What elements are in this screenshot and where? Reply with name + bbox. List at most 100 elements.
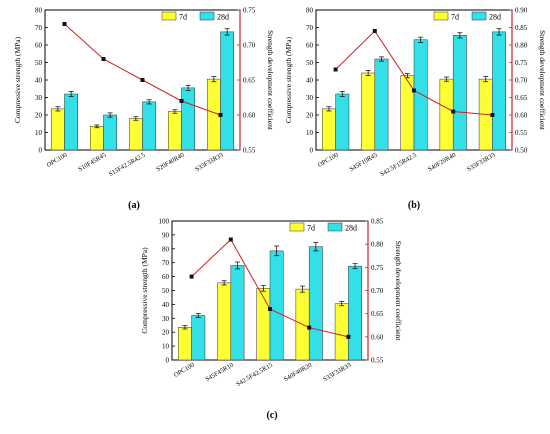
bar-7d-1	[322, 108, 336, 151]
coefficient-point-5	[490, 113, 495, 117]
x-tick-label: S15F42.5R42.5	[108, 152, 147, 178]
y2-tick-label: 0.70	[243, 42, 256, 50]
bar-28d-2	[374, 58, 389, 151]
bar-28d-3	[413, 39, 428, 151]
coefficient-point-5	[218, 113, 223, 117]
y-tick-label: 80	[162, 245, 170, 253]
coefficient-point-1	[189, 274, 194, 279]
x-tick-label: S42.5F42.5R15	[235, 362, 274, 388]
y-tick-label: 0	[310, 147, 314, 155]
y2-tick-label: 0.70	[515, 77, 528, 85]
x-tick-label: S42.5F15R42.5	[379, 152, 418, 178]
y2-tick-label: 0.80	[515, 42, 528, 50]
y-tick-label: 20	[35, 112, 43, 120]
y2-tick-label: 0.65	[515, 94, 528, 102]
bar-7d-1	[178, 327, 192, 361]
y2-tick-label: 0.85	[371, 218, 384, 226]
coefficient-point-1	[62, 22, 67, 26]
legend-swatch-7d	[433, 11, 449, 21]
legend-swatch-28d	[327, 222, 343, 232]
y2-tick-label: 0.85	[515, 24, 528, 32]
y-tick-label: 30	[306, 94, 314, 102]
coefficient-point-5	[346, 334, 351, 339]
x-tick-label: S45F10R45	[348, 152, 378, 174]
bar-28d-3	[269, 250, 284, 361]
y-tick-label: 50	[35, 59, 43, 67]
y-tick-label: 60	[35, 42, 43, 50]
y-tick-label: 50	[306, 59, 314, 67]
y-tick-label: 20	[306, 112, 314, 120]
x-tick-label: S20F40R40	[155, 152, 185, 174]
y-tick-label: 80	[306, 7, 314, 15]
bar-7d-4	[439, 78, 454, 151]
y-axis-title: Compressive strength (MPa)	[13, 36, 22, 123]
legend-swatch-7d	[161, 11, 177, 21]
y2-tick-label: 0.55	[243, 147, 256, 155]
y-tick-label: 0	[39, 147, 43, 155]
y2-tick-label: 0.70	[371, 287, 384, 295]
y2-tick-label: 0.60	[243, 112, 256, 120]
x-tick-label: S45F45R10	[204, 362, 234, 384]
x-tick-label: S33F33R33	[466, 152, 496, 174]
legend-label-7d: 7d	[307, 224, 315, 233]
bar-7d-3	[256, 288, 271, 361]
bar-28d-4	[308, 246, 323, 361]
x-tick-label: S40F40R20	[283, 362, 313, 384]
bar-7d-2	[89, 126, 104, 151]
y-axis-title: Compressive strength (MPa)	[284, 36, 293, 123]
legend-label-28d: 28d	[489, 13, 501, 22]
y2-tick-label: 0.75	[243, 7, 256, 15]
coefficient-line	[64, 23, 221, 116]
bar-28d-2	[230, 265, 245, 361]
coefficient-point-2	[372, 29, 377, 33]
y2-tick-label: 0.80	[371, 241, 384, 249]
y-tick-label: 100	[159, 218, 170, 226]
legend-label-28d: 28d	[345, 224, 357, 233]
y-tick-label: 70	[35, 24, 43, 32]
bar-28d-5	[492, 31, 506, 151]
coefficient-point-4	[307, 325, 312, 330]
bar-7d-2	[361, 72, 376, 151]
y2-tick-label: 0.65	[243, 77, 256, 85]
legend-label-7d: 7d	[451, 13, 459, 22]
coefficient-point-2	[228, 237, 233, 242]
chart-panel-2: 0 10 20 30 40 50 60 70 80 0.50 0.55 0.60 0.65 0.70 0.7…	[284, 7, 547, 212]
y-tick-label: 10	[35, 129, 43, 137]
y-tick-label: 70	[162, 259, 170, 267]
bar-28d-3	[142, 101, 157, 151]
y2-tick-label: 0.60	[371, 333, 384, 341]
bar-7d-1	[50, 108, 65, 151]
y-tick-label: 40	[306, 77, 314, 85]
legend-swatch-28d	[471, 11, 487, 21]
y-tick-label: 50	[162, 287, 170, 295]
y-tick-label: 20	[162, 329, 170, 337]
coefficient-point-3	[268, 307, 272, 312]
y-tick-label: 40	[162, 301, 170, 309]
y2-tick-label: 0.90	[515, 7, 528, 15]
coefficient-point-2	[101, 57, 106, 61]
y-tick-label: 60	[162, 273, 170, 281]
panel-label: (b)	[408, 200, 420, 211]
bar-28d-1	[335, 93, 350, 151]
chart-panel-1: 0 10 20 30 40 50 60 70 80 0.55 0.60 0.65 0.70 0.75 Com…	[13, 7, 275, 212]
x-tick-label: OPC100	[173, 362, 196, 379]
y2-axis-title: Strength development coefficient	[266, 30, 275, 131]
legend-swatch-7d	[289, 222, 305, 232]
y-tick-label: 90	[162, 231, 170, 239]
bar-28d-1	[64, 93, 79, 151]
y2-axis-title: Strength development coefficient	[394, 241, 403, 342]
x-tick-label: OPC100	[46, 152, 69, 169]
chart-panel-3: 0 10 20 30 40 50 60 70 80 90 100 0.55 0.60 0.65 0.70 0.…	[140, 218, 403, 422]
y2-tick-label: 0.75	[371, 264, 384, 272]
legend-label-28d: 28d	[217, 13, 229, 22]
panel-label: (a)	[128, 200, 140, 211]
y2-axis-title: Strength development coefficient	[538, 30, 547, 131]
coefficient-point-3	[412, 88, 416, 93]
x-tick-label: S33F33R33	[322, 362, 352, 384]
bar-7d-3	[128, 118, 143, 151]
y-axis-title: Compressive strength (MPa)	[140, 247, 149, 334]
x-tick-label: OPC100	[317, 152, 340, 169]
bar-28d-5	[348, 265, 362, 361]
